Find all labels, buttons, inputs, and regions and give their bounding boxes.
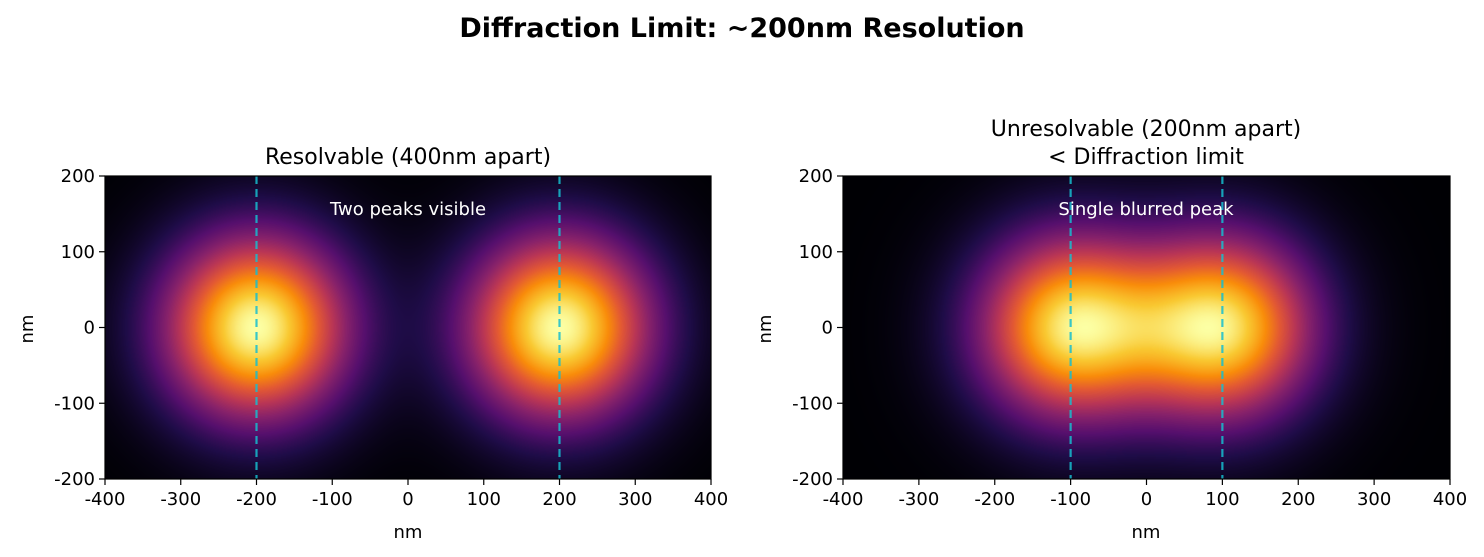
x-tick-label: 300 <box>618 489 652 510</box>
x-tick-label: -400 <box>85 489 126 510</box>
y-axis-label: nm <box>17 315 38 344</box>
panel-unresolvable: Unresolvable (200nm apart) < Diffraction… <box>755 117 1467 543</box>
x-tick-label: 200 <box>1281 489 1315 510</box>
annotation-text: Single blurred peak <box>1058 199 1234 220</box>
heatmap-image <box>105 176 711 479</box>
annotation-text: Two peaks visible <box>329 199 486 220</box>
x-axis-ticks: -400 -300 -200 -100 0 100 200 300 400 <box>823 479 1467 510</box>
x-tick-label: 0 <box>402 489 413 510</box>
y-tick-label: 100 <box>61 242 95 263</box>
y-tick-label: 100 <box>799 242 833 263</box>
panel-subtitle: < Diffraction limit <box>1048 145 1244 170</box>
y-tick-label: 200 <box>61 166 95 187</box>
panel-resolvable: Resolvable (400nm apart) Two peaks visib… <box>17 145 728 543</box>
x-axis-label: nm <box>394 522 423 543</box>
panel-title: Resolvable (400nm apart) <box>265 145 551 170</box>
x-tick-label: 0 <box>1141 489 1152 510</box>
x-axis-ticks: -400 -300 -200 -100 0 100 200 300 400 <box>85 479 728 510</box>
x-tick-label: 300 <box>1357 489 1391 510</box>
y-tick-label: 200 <box>799 166 833 187</box>
x-tick-label: 400 <box>1433 489 1467 510</box>
figure-title: Diffraction Limit: ~200nm Resolution <box>459 13 1024 44</box>
x-tick-label: -200 <box>974 489 1015 510</box>
x-tick-label: -100 <box>1050 489 1091 510</box>
x-tick-label: 100 <box>1205 489 1239 510</box>
x-tick-label: -400 <box>823 489 864 510</box>
y-tick-label: -100 <box>54 393 95 414</box>
y-tick-label: -200 <box>54 469 95 490</box>
x-tick-label: 400 <box>694 489 728 510</box>
y-tick-label: -200 <box>792 469 833 490</box>
x-tick-label: 100 <box>467 489 501 510</box>
x-tick-label: -100 <box>312 489 353 510</box>
x-tick-label: -300 <box>160 489 201 510</box>
x-axis-label: nm <box>1132 522 1161 543</box>
marker-lines <box>1069 176 1224 479</box>
y-tick-label: 0 <box>822 318 833 339</box>
y-tick-label: -100 <box>792 393 833 414</box>
panel-title: Unresolvable (200nm apart) <box>991 117 1301 142</box>
marker-lines <box>255 176 561 479</box>
heatmap-image <box>843 176 1450 479</box>
y-axis-label: nm <box>755 315 776 344</box>
x-tick-label: -200 <box>236 489 277 510</box>
x-tick-label: -300 <box>898 489 939 510</box>
y-tick-label: 0 <box>84 318 95 339</box>
y-axis-ticks: -200 -100 0 100 200 <box>54 166 105 490</box>
x-tick-label: 200 <box>542 489 576 510</box>
y-axis-ticks: -200 -100 0 100 200 <box>792 166 843 490</box>
